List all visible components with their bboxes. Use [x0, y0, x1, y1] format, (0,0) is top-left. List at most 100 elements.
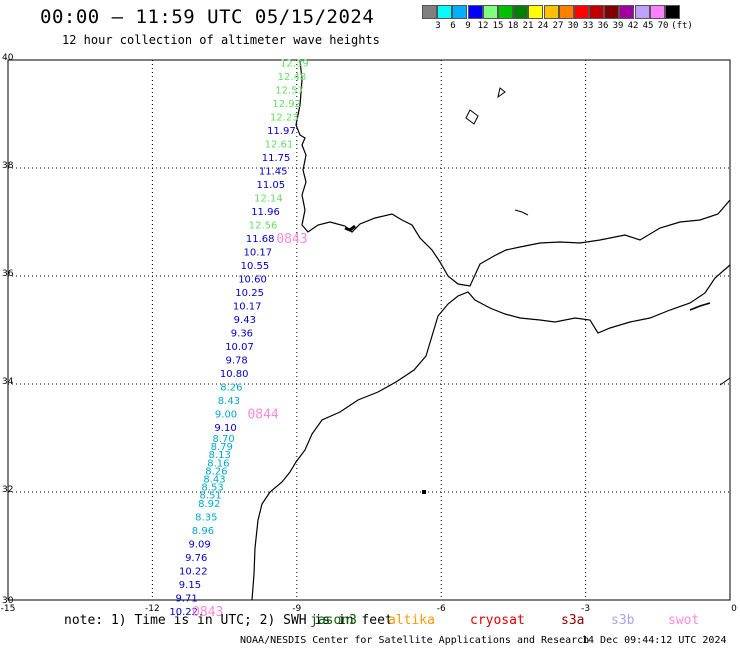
wave-height-label: 10.07	[225, 342, 254, 353]
legend-tick-label: 15	[492, 21, 504, 31]
longitude-label: -6	[437, 604, 446, 614]
wave-height-label: 12.39	[280, 59, 309, 70]
wave-height-label: 12.57	[275, 86, 304, 97]
wave-height-label: 8.26	[205, 466, 227, 477]
legend-swatch	[665, 5, 680, 19]
satellite-label-s3a: s3a	[561, 613, 585, 628]
wave-height-label: 10.22	[179, 566, 208, 577]
legend-swatch	[482, 5, 498, 19]
wave-height-label: 11.75	[262, 153, 291, 164]
page-title: 00:00 – 11:59 UTC 05/15/2024	[40, 6, 375, 28]
pass-time-label: 0844	[247, 408, 278, 423]
wave-height-label: 8.43	[203, 475, 225, 486]
wave-height-label: 10.25	[235, 288, 264, 299]
coastline-fragment	[719, 377, 731, 386]
wave-height-label: 9.71	[175, 593, 197, 604]
legend-tick-label: 70	[657, 21, 669, 31]
pass-time-label: 0843	[192, 605, 223, 620]
legend-tick-label: 3	[435, 21, 441, 31]
wave-height-label: 10.60	[238, 275, 267, 286]
wave-height-label: 8.92	[198, 499, 220, 510]
latitude-label: 36	[2, 269, 14, 279]
wave-height-label: 12.23	[270, 113, 299, 124]
wave-height-label: 8.96	[192, 526, 214, 537]
wave-height-label: 8.26	[220, 383, 242, 394]
legend-swatch	[649, 5, 665, 19]
satellite-label-altika: altika	[388, 613, 435, 628]
legend-tick-label: 21	[522, 21, 534, 31]
legend-swatch	[573, 5, 589, 19]
legend-tick-label: 42	[627, 21, 639, 31]
legend-swatch	[437, 5, 453, 19]
legend-swatch	[497, 5, 513, 19]
legend-tick-label: 33	[582, 21, 594, 31]
map-frame	[7, 59, 731, 601]
legend-tick-label: 45	[642, 21, 654, 31]
color-legend: 3 6 9 12 15 18 21 24 27 30 33 36 39 42 45 70 (ft)	[422, 5, 693, 31]
wave-height-label: 10.17	[243, 248, 272, 259]
legend-swatch	[513, 5, 529, 19]
legend-tick-label: 36	[597, 21, 609, 31]
wave-height-label: 12.56	[249, 221, 278, 232]
page-subtitle: 12 hour collection of altimeter wave hei…	[62, 33, 380, 47]
wave-height-label: 12.61	[265, 140, 294, 151]
island	[422, 490, 426, 494]
legend-swatch	[619, 5, 635, 19]
coastline	[251, 59, 731, 601]
latitude-label: 38	[2, 161, 14, 171]
wave-height-label: 8.43	[218, 396, 240, 407]
wave-height-label: 9.76	[185, 553, 207, 564]
legend-swatch	[467, 5, 483, 19]
longitude-label: -12	[145, 604, 160, 614]
wave-height-label: 11.45	[259, 167, 288, 178]
legend-swatch	[558, 5, 574, 19]
wave-height-label: 9.78	[226, 356, 248, 367]
wave-height-label: 11.05	[256, 180, 285, 191]
wave-height-label: 9.36	[231, 329, 253, 340]
legend-tick-label: 30	[567, 21, 579, 31]
satellite-label-jason3: jason3	[310, 613, 357, 628]
legend-swatches	[422, 5, 680, 19]
wave-height-label: 10.17	[233, 302, 262, 313]
legend-ticks: 3 6 9 12 15 18 21 24 27 30 33 36 39 42 45 70 (ft)	[422, 19, 693, 31]
latitude-label: 30	[2, 596, 14, 606]
legend-swatch	[604, 5, 620, 19]
legend-tick-label: 18	[507, 21, 519, 31]
wave-height-label: 12.48	[278, 72, 307, 83]
wave-height-label: 10.55	[241, 261, 270, 272]
legend-swatch	[589, 5, 605, 19]
latitude-label: 34	[2, 377, 14, 387]
legend-tick-label: 39	[612, 21, 624, 31]
longitude-label: -15	[1, 604, 16, 614]
wave-height-label: 11.97	[267, 126, 296, 137]
legend-swatch	[634, 5, 650, 19]
wave-height-label: 9.10	[214, 423, 236, 434]
wave-height-label: 12.92	[272, 99, 301, 110]
wave-height-label: 10.80	[220, 369, 249, 380]
island	[465, 109, 479, 125]
wave-height-label: 8.13	[209, 450, 231, 461]
wave-height-label: 12.14	[254, 194, 283, 205]
satellite-label-s3b: s3b	[611, 613, 635, 628]
wave-height-label: 11.96	[251, 207, 280, 218]
wave-height-label: 10.22	[169, 607, 198, 618]
longitude-label: -9	[292, 604, 301, 614]
longitude-label: 0	[731, 604, 737, 614]
longitude-label: -3	[581, 604, 590, 614]
wave-height-label: 9.09	[188, 539, 210, 550]
footer-note: note: 1) Time is in UTC; 2) SWH is in fe…	[64, 613, 393, 628]
latitude-label: 40	[2, 53, 14, 63]
legend-swatch	[452, 5, 468, 19]
legend-unit: (ft)	[671, 21, 693, 31]
wave-height-label: 8.51	[200, 491, 222, 502]
legend-swatch	[528, 5, 544, 19]
pass-time-label: 0843	[276, 232, 307, 247]
wave-height-label: 9.15	[179, 580, 201, 591]
legend-tick-label: 27	[552, 21, 564, 31]
legend-swatch	[543, 5, 559, 19]
island	[497, 87, 506, 99]
wave-height-label: 8.79	[211, 442, 233, 453]
legend-tick-label: 12	[477, 21, 489, 31]
credit-timestamp: 14 Dec 09:44:12 UTC 2024	[582, 635, 727, 646]
